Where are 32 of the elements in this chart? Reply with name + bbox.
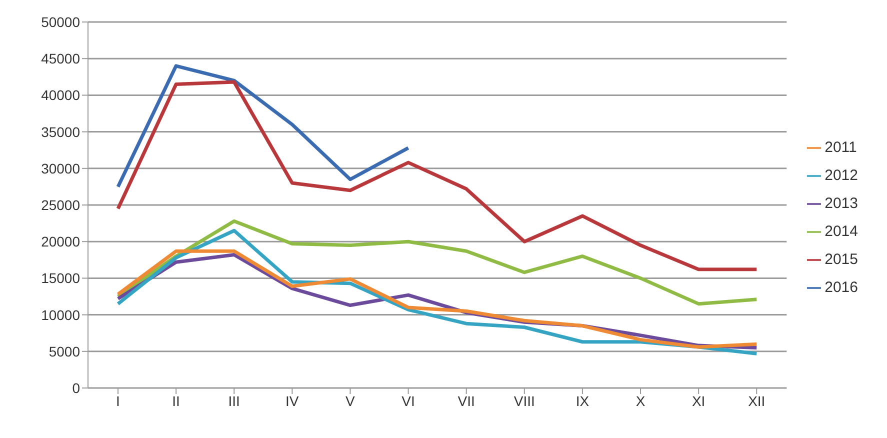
y-tick-label: 45000: [41, 50, 80, 67]
x-tick-label: V: [346, 392, 356, 409]
x-tick-label: XII: [748, 392, 766, 409]
x-tick-label: XI: [692, 392, 706, 409]
legend-label: 2012: [824, 167, 858, 184]
line-series: [116, 64, 410, 188]
x-tick-label: III: [228, 392, 240, 409]
y-tick-label: 40000: [41, 87, 80, 104]
legend-label: 2015: [824, 251, 858, 268]
legend-label: 2011: [824, 139, 857, 156]
line-series: [116, 80, 758, 272]
line-series: [116, 219, 758, 306]
x-tick-label: VI: [402, 392, 415, 409]
x-tick-label: X: [636, 392, 646, 409]
x-tick-label: VII: [458, 392, 475, 409]
x-tick-label: II: [172, 392, 180, 409]
y-tick-label: 15000: [41, 270, 80, 286]
y-tick-label: 35000: [41, 124, 80, 140]
legend-label: 2016: [824, 279, 858, 296]
x-tick-label: VIII: [514, 392, 535, 409]
y-tick-label: 20000: [41, 234, 80, 250]
legend-label: 2013: [824, 195, 858, 212]
x-tick-label: I: [116, 392, 120, 409]
y-tick-label: 0: [72, 380, 80, 396]
y-tick-label: 30000: [41, 160, 80, 176]
y-tick-label: 50000: [41, 14, 80, 30]
x-tick-label: IX: [576, 392, 590, 409]
legend-label: 2014: [824, 223, 858, 240]
y-tick-label: 25000: [41, 196, 80, 213]
y-tick-label: 5000: [48, 343, 80, 360]
y-tick-label: 10000: [41, 306, 80, 323]
x-tick-label: IV: [286, 392, 300, 409]
